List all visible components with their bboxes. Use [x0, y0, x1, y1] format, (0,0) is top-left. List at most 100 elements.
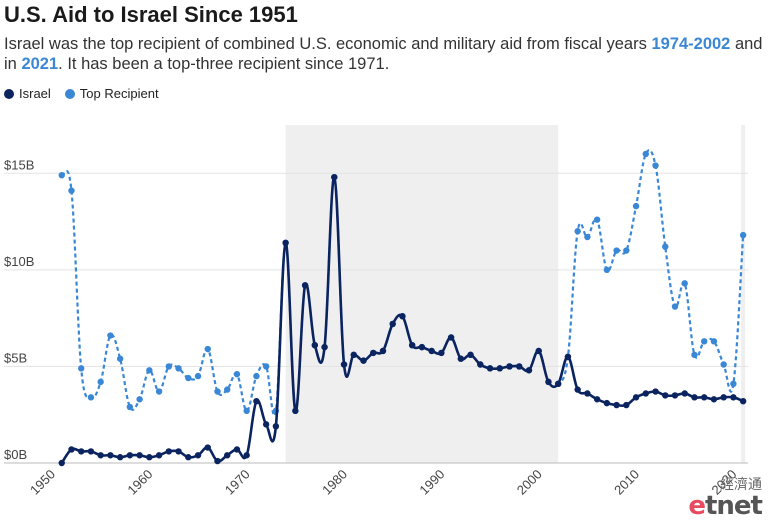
data-point-top-recipient-2014 [671, 303, 679, 310]
data-point-top-recipient-1954 [87, 394, 95, 401]
data-point-israel-1953 [78, 448, 85, 455]
data-point-top-recipient-1971 [253, 372, 260, 380]
subtitle-highlight-2021: 2021 [21, 55, 59, 73]
data-point-israel-1952 [68, 446, 75, 453]
data-point-israel-1957 [116, 454, 124, 461]
data-point-israel-1987 [408, 341, 416, 349]
data-point-israel-1991 [447, 334, 455, 341]
data-point-israel-1979 [331, 173, 338, 181]
x-tick-label: 1950 [27, 467, 58, 498]
data-point-israel-2012 [652, 388, 659, 395]
data-point-israel-2006 [593, 396, 601, 403]
data-point-israel-1969 [233, 446, 241, 453]
data-point-top-recipient-1972 [262, 363, 270, 370]
data-point-israel-1978 [321, 343, 328, 351]
y-tick-label: $5B [4, 350, 27, 365]
data-point-top-recipient-2016 [691, 351, 698, 359]
etnet-watermark: 經濟通 etnet [688, 476, 763, 519]
data-point-top-recipient-1955 [97, 378, 104, 386]
data-point-top-recipient-2021 [739, 231, 747, 239]
data-point-top-recipient-2019 [720, 361, 727, 368]
y-tick-label: $10B [4, 254, 34, 269]
data-point-israel-1985 [389, 320, 396, 328]
data-point-israel-1988 [418, 343, 426, 351]
data-point-israel-2000 [535, 347, 542, 355]
legend-item-israel[interactable]: Israel [4, 86, 51, 101]
data-point-israel-1951 [58, 459, 65, 467]
data-point-top-recipient-1959 [136, 396, 143, 403]
data-point-israel-1960 [146, 454, 153, 461]
data-point-top-recipient-1962 [165, 363, 173, 370]
data-point-top-recipient-2018 [710, 338, 718, 345]
chart-subtitle: Israel was the top recipient of combined… [4, 34, 764, 74]
data-point-top-recipient-1963 [175, 365, 182, 372]
data-point-israel-1958 [126, 452, 134, 459]
data-point-top-recipient-1953 [78, 365, 85, 372]
legend-label-top-recipient: Top Recipient [79, 86, 159, 101]
data-point-top-recipient-1956 [107, 332, 114, 339]
data-point-israel-1995 [486, 365, 494, 372]
data-point-israel-1976 [301, 282, 309, 289]
data-point-israel-1959 [136, 452, 143, 459]
highlight-band-1974-2002 [285, 125, 559, 463]
data-point-top-recipient-1964 [185, 374, 192, 382]
data-point-israel-2010 [632, 394, 640, 401]
data-point-israel-2013 [662, 392, 669, 399]
data-point-israel-1994 [477, 361, 484, 368]
x-tick-label: 2000 [514, 467, 545, 498]
data-point-israel-2005 [584, 390, 591, 397]
subtitle-text-2: and in [4, 35, 763, 73]
data-point-top-recipient-1966 [204, 345, 211, 353]
data-point-top-recipient-1961 [155, 388, 163, 395]
y-tick-label: $0B [4, 447, 27, 462]
subtitle-highlight-years: 1974-2002 [651, 35, 731, 53]
subtitle-text-1: Israel was the top recipient of combined… [4, 35, 652, 53]
x-tick-label: 2010 [611, 467, 642, 498]
data-point-top-recipient-2010 [632, 202, 640, 210]
data-point-top-recipient-1965 [194, 372, 202, 380]
x-tick-label: 1980 [319, 467, 350, 498]
data-point-israel-1968 [224, 452, 231, 459]
data-point-top-recipient-2009 [623, 247, 630, 254]
data-point-top-recipient-2013 [662, 243, 669, 250]
data-point-israel-1992 [457, 355, 465, 362]
data-point-israel-2001 [545, 378, 552, 386]
data-point-israel-1984 [379, 347, 387, 355]
legend-swatch-top-recipient [64, 88, 75, 99]
data-point-israel-1990 [438, 349, 445, 357]
data-point-israel-1964 [185, 454, 192, 461]
data-point-israel-1986 [399, 313, 406, 320]
data-point-israel-2003 [564, 353, 572, 360]
data-point-israel-1996 [496, 365, 503, 372]
data-point-israel-2020 [730, 394, 737, 401]
data-point-israel-2021 [739, 397, 747, 405]
data-point-israel-2018 [710, 396, 718, 403]
data-point-israel-1977 [311, 341, 319, 349]
data-point-israel-1999 [525, 367, 533, 374]
subtitle-text-3: . It has been a top-three recipient sinc… [58, 55, 390, 73]
data-point-israel-2008 [613, 401, 620, 409]
x-tick-label: 1960 [124, 467, 155, 498]
data-point-top-recipient-2007 [603, 266, 611, 274]
data-point-israel-2015 [681, 390, 688, 397]
data-point-israel-1983 [370, 349, 377, 357]
data-point-israel-1966 [204, 444, 211, 451]
data-point-top-recipient-1967 [214, 388, 221, 395]
watermark-chinese-text: 經濟通 [720, 476, 762, 492]
data-point-israel-2011 [642, 390, 649, 397]
legend-item-top-recipient[interactable]: Top Recipient [64, 86, 159, 101]
data-point-top-recipient-2008 [613, 247, 620, 254]
data-point-top-recipient-2006 [593, 216, 601, 223]
data-point-top-recipient-1958 [126, 403, 134, 411]
data-point-israel-1998 [516, 363, 523, 370]
chart-title: U.S. Aid to Israel Since 1951 [4, 2, 298, 27]
data-point-top-recipient-2004 [574, 228, 581, 235]
data-point-israel-1965 [194, 452, 202, 459]
data-point-israel-2019 [720, 394, 727, 401]
data-point-israel-1981 [350, 351, 357, 359]
data-point-top-recipient-2011 [642, 150, 649, 158]
x-tick-label: 1970 [222, 467, 253, 498]
data-point-top-recipient-1960 [146, 367, 153, 374]
x-tick-label: 1990 [416, 467, 447, 498]
